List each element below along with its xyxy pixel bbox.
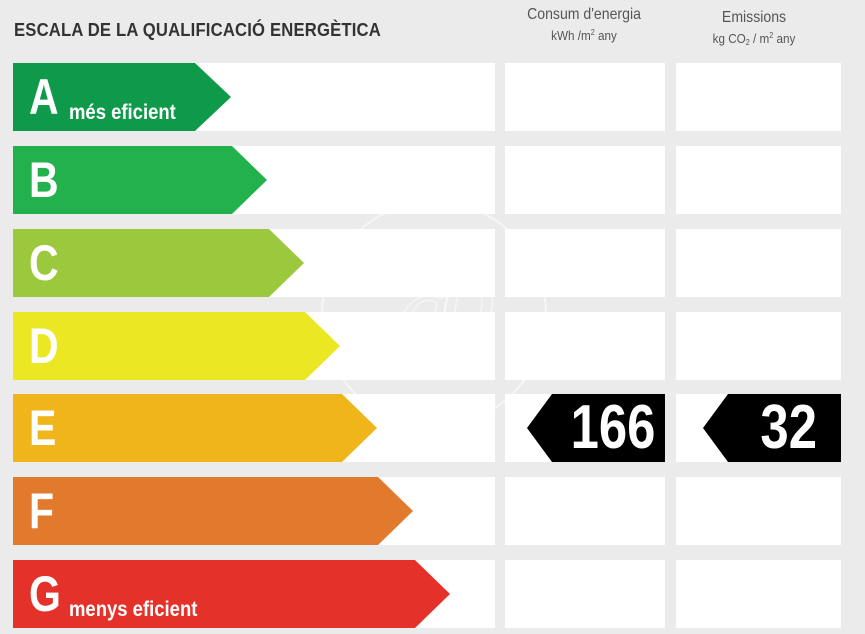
rating-letter-g: G: [29, 566, 61, 622]
rating-letter-b: B: [29, 152, 59, 208]
consum-cell: [505, 312, 665, 380]
emissions-cell: [676, 63, 841, 131]
rating-arrow-e: E: [13, 394, 377, 462]
consum-header: Consum d'energia kWh /m2 any: [500, 6, 668, 43]
emissions-value: 32: [760, 393, 817, 462]
consum-cell: [505, 477, 665, 545]
rating-arrow-a: A més eficient: [13, 63, 231, 131]
emissions-cell: [676, 477, 841, 545]
emissions-cell: [676, 560, 841, 628]
rating-letter-d: D: [29, 318, 59, 374]
emissions-cell: [676, 229, 841, 297]
consum-cell: [505, 560, 665, 628]
emissions-cell: [676, 312, 841, 380]
rating-letter-c: C: [29, 235, 59, 291]
emissions-header-title: Emissions: [721, 9, 787, 26]
consum-value-badge: 166: [527, 394, 665, 462]
rating-label-least-efficient: menys eficient: [69, 598, 198, 621]
consum-cell: [505, 146, 665, 214]
emissions-header: Emissions kg CO2 / m2 any: [670, 9, 838, 47]
consum-header-title: Consum d'energia: [527, 6, 641, 23]
consum-cell: [505, 63, 665, 131]
rating-label-most-efficient: més eficient: [69, 101, 176, 124]
emissions-cell: [676, 146, 841, 214]
consum-value: 166: [570, 393, 655, 462]
emissions-value-badge: 32: [703, 394, 841, 462]
consum-header-unit: kWh /m2 any: [551, 28, 617, 43]
rating-letter-a: A: [29, 69, 59, 125]
rating-arrow-g: G menys eficient: [13, 560, 450, 628]
rating-letter-f: F: [29, 483, 55, 539]
rating-arrow-c: C: [13, 229, 304, 297]
rating-arrow-b: B: [13, 146, 267, 214]
rating-arrow-d: D: [13, 312, 340, 380]
consum-cell: [505, 229, 665, 297]
emissions-header-unit: kg CO2 / m2 any: [712, 31, 796, 47]
rating-letter-e: E: [29, 400, 57, 456]
page-title: ESCALA DE LA QUALIFICACIÓ ENERGÈTICA: [14, 19, 381, 40]
rating-arrow-f: F: [13, 477, 413, 545]
